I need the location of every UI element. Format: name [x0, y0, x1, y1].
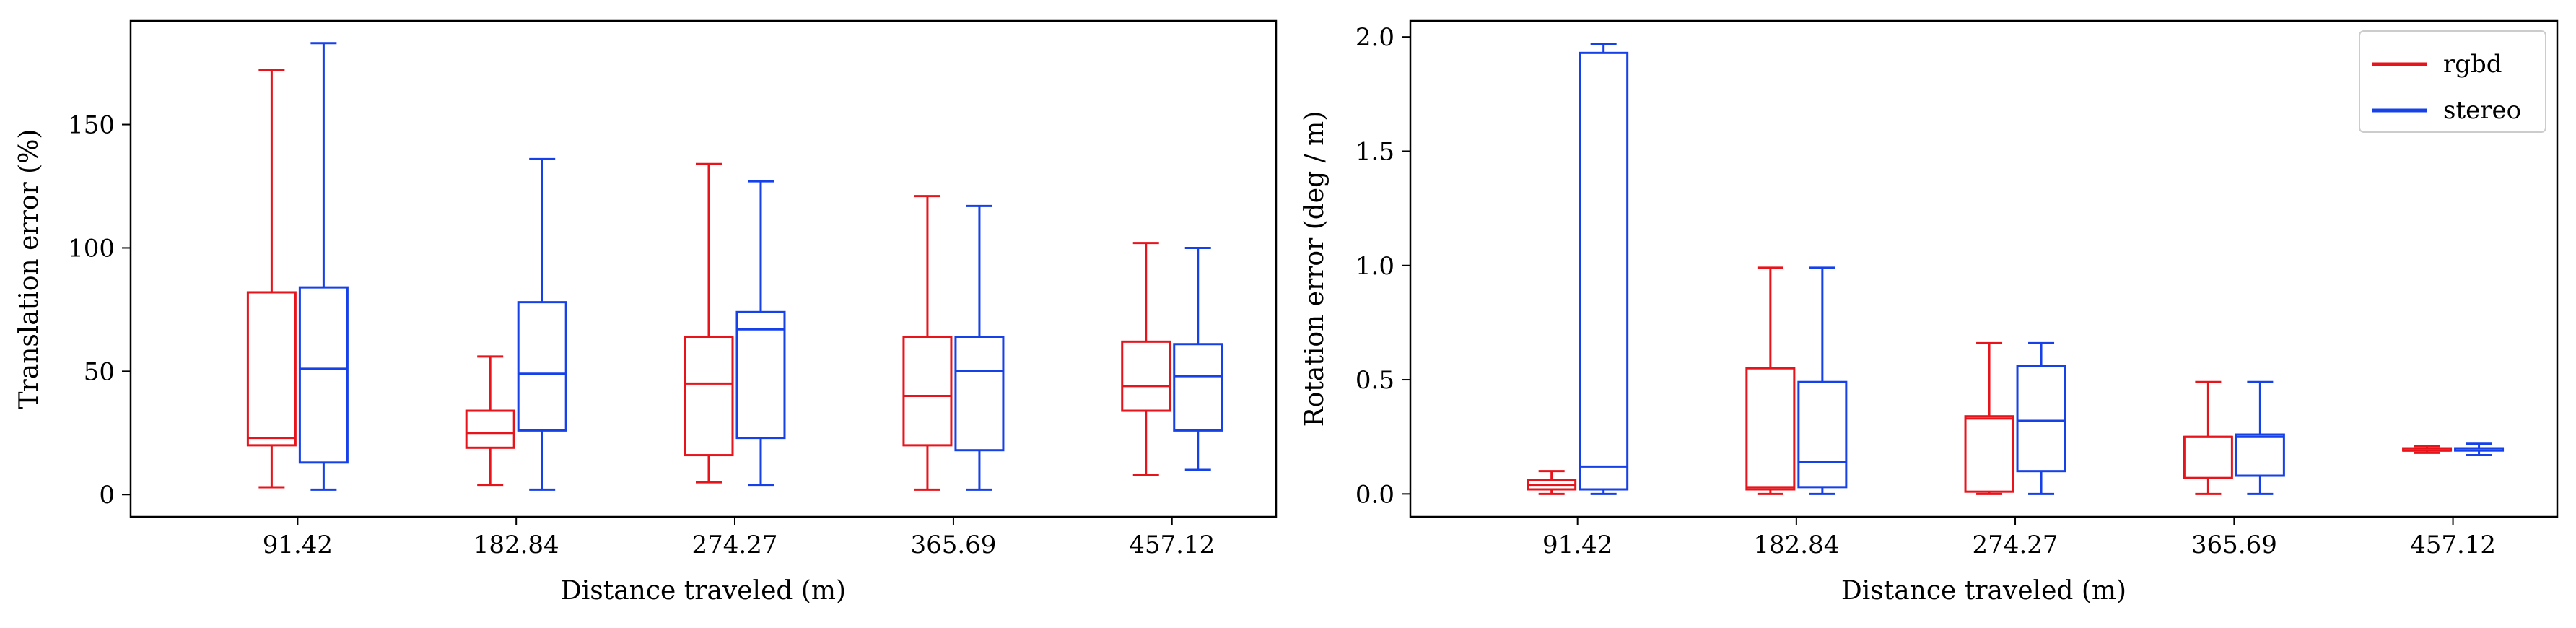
boxplot-rgbd: [1527, 470, 1577, 495]
boxplot-stereo: [954, 204, 1005, 491]
iqr-box: [954, 335, 1005, 452]
boxplot-stereo: [2454, 442, 2505, 457]
iqr-box: [2016, 365, 2066, 473]
iqr-box: [1579, 51, 1629, 491]
iqr-box: [517, 301, 567, 432]
boxplot-rgbd: [684, 162, 734, 484]
iqr-box: [735, 310, 786, 440]
y-tick-label: 1.0: [1355, 252, 1394, 281]
iqr-box: [902, 335, 953, 447]
y-tick-label: 50: [84, 357, 115, 386]
x-tick-label: 182.84: [1753, 531, 1839, 559]
x-tick-label: 365.69: [910, 531, 996, 559]
boxplot-rgbd: [246, 69, 297, 489]
y-tick-label: 0: [99, 481, 115, 510]
iqr-box: [1745, 367, 1796, 491]
boxplot-stereo: [2016, 341, 2066, 495]
iqr-box: [1964, 415, 2014, 493]
boxplot-rgbd: [1964, 341, 2014, 495]
x-tick-label: 274.27: [691, 531, 777, 559]
iqr-box: [2235, 433, 2285, 477]
boxplot-rgbd: [1745, 266, 1796, 495]
x-axis-label: Distance traveled (m): [1841, 576, 2126, 606]
boxplot-rgbd: [465, 355, 515, 487]
boxplot-stereo: [298, 42, 349, 491]
y-axis-label: Rotation error (deg / m): [1300, 111, 1330, 427]
x-tick-label: 91.42: [1542, 531, 1612, 559]
boxplot-rgbd: [1121, 242, 1171, 476]
iqr-box: [465, 409, 515, 449]
iqr-box: [298, 286, 349, 464]
rotation-error-panel: 0.0 0.5 1.0 1.5 2.0 91.42 182.84 274.27 365.69 45…: [1300, 19, 2559, 606]
translation-error-panel: 0 50 100 150 91.42 182.84 274.27 365.69 457.12 Di…: [14, 19, 1278, 606]
boxplot-stereo: [2235, 380, 2285, 495]
iqr-box: [2183, 435, 2233, 479]
boxplot-stereo: [735, 180, 786, 487]
y-axis-label: Translation error (%): [14, 129, 44, 409]
legend-label-stereo: stereo: [2443, 96, 2521, 125]
y-tick-label: 100: [68, 234, 115, 263]
boxplot-rgbd: [902, 195, 953, 491]
boxplot-stereo: [1173, 246, 1223, 471]
legend-box: [2359, 30, 2546, 133]
plot-frame: [129, 19, 1278, 518]
legend-label-rgbd: rgbd: [2443, 50, 2502, 79]
boxplot-rgbd: [2402, 445, 2453, 454]
iqr-box: [246, 291, 297, 447]
x-tick-label: 182.84: [473, 531, 559, 559]
x-tick-label: 365.69: [2191, 531, 2277, 559]
boxplot-rgbd: [2183, 380, 2233, 495]
boxplot-stereo: [517, 157, 567, 491]
y-tick-label: 150: [68, 111, 115, 140]
boxplot-stereo: [1797, 266, 1848, 495]
iqr-box: [1121, 340, 1171, 412]
y-tick-label: 1.5: [1355, 137, 1394, 166]
iqr-box: [1173, 343, 1223, 432]
x-tick-label: 457.12: [2410, 531, 2496, 559]
iqr-box: [684, 335, 734, 457]
y-tick-label: 2.0: [1355, 23, 1394, 52]
iqr-box: [1797, 380, 1848, 489]
plot-frame: [1409, 19, 2559, 518]
x-tick-label: 274.27: [1973, 531, 2058, 559]
y-tick-label: 0.5: [1355, 366, 1394, 395]
x-tick-label: 91.42: [263, 531, 333, 559]
boxplot-stereo: [1579, 43, 1629, 495]
x-axis-label: Distance traveled (m): [561, 576, 846, 606]
y-tick-label: 0.0: [1355, 480, 1394, 509]
x-tick-label: 457.12: [1129, 531, 1215, 559]
